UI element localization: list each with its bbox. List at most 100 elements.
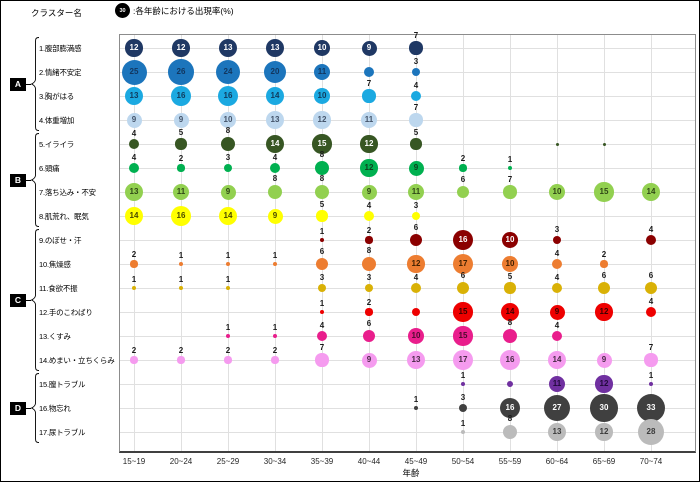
bubble-with-value: 16 [453, 230, 473, 250]
bubble-value-label: 6 [648, 271, 654, 281]
bubble [412, 308, 420, 316]
bubble [130, 260, 138, 268]
grid-line-horizontal [120, 216, 695, 217]
bubble-value-label: 1 [460, 371, 466, 381]
bubble-with-value: 17 [452, 349, 474, 371]
bubble [267, 184, 283, 200]
row-label: 9.のぼせ・汗 [39, 236, 82, 245]
bubble-with-value: 17 [452, 253, 474, 275]
group-connector [26, 180, 31, 181]
row-label: 10.焦燥感 [39, 260, 71, 269]
bubble-with-value: 20 [263, 60, 287, 84]
bubble-value-label: 1 [413, 395, 419, 405]
bubble-value-label: 6 [601, 271, 607, 281]
bubble-with-value: 14 [500, 302, 520, 322]
legend-bubble-icon: 30 [115, 3, 130, 18]
grid-line-horizontal [120, 168, 695, 169]
bubble [552, 235, 562, 245]
x-axis-tick-label: 70~74 [639, 457, 663, 466]
bubble-with-value: 11 [313, 63, 331, 81]
bubble [364, 67, 374, 77]
bubble [270, 163, 280, 173]
group-badge-C: C [10, 293, 26, 307]
grid-line-horizontal [120, 96, 695, 97]
bubble-value-label: 4 [413, 80, 419, 90]
row-label: 17.尿トラブル [39, 428, 86, 437]
group-badge-B: B [10, 173, 26, 187]
bubble-with-value: 15 [312, 134, 332, 154]
bubble [502, 328, 518, 344]
x-axis-tick-label: 40~44 [357, 457, 381, 466]
bubble [271, 356, 279, 364]
bubble-with-value: 16 [500, 350, 520, 370]
bubble [411, 91, 421, 101]
row-label: 11.食欲不振 [39, 284, 78, 293]
bubble [456, 281, 470, 295]
bubble-value-label: 1 [131, 275, 137, 285]
bubble-with-value: 13 [265, 38, 284, 57]
bubble [597, 281, 611, 295]
bubble-with-value: 12 [407, 255, 425, 273]
x-axis-tick-label: 35~39 [310, 457, 334, 466]
x-axis-tick-label: 50~54 [451, 457, 475, 466]
bubble-with-value: 12 [360, 135, 378, 153]
bubble-with-value: 12 [595, 375, 613, 393]
group-brace [30, 37, 40, 131]
bubble-value-label: 3 [319, 273, 325, 283]
grid-line-vertical [604, 35, 605, 451]
grid-line-horizontal [120, 336, 695, 337]
bubble-value-label: 1 [225, 275, 231, 285]
grid-line-horizontal [120, 288, 695, 289]
bubble-value-label: 1 [272, 251, 278, 261]
legend-bubble-value: 30 [119, 7, 126, 14]
bubble [409, 233, 423, 247]
bubble-with-value: 16 [171, 206, 191, 226]
bubble-with-value: 26 [168, 59, 194, 85]
bubble-with-value: 9 [361, 184, 377, 200]
bubble-with-value: 15 [453, 302, 473, 322]
bubble-value-label: 8 [366, 246, 372, 256]
row-label: 1.腹部膨満感 [39, 44, 82, 53]
bubble-with-value: 24 [215, 59, 241, 85]
bubble-with-value: 10 [220, 112, 236, 128]
bubble-value-label: 7 [648, 342, 654, 352]
bubble-value-label: 2 [601, 249, 607, 259]
bubble-value-label: 4 [648, 296, 654, 306]
bubble-with-value: 13 [406, 350, 425, 369]
bubble-with-value: 14 [218, 206, 238, 226]
bubble-value-label: 4 [554, 272, 560, 282]
bubble-with-value: 15 [594, 182, 614, 202]
bubble-with-value: 15 [453, 326, 473, 346]
bubble-with-value: 9 [361, 40, 377, 56]
group-brace [30, 229, 40, 371]
bubble-with-value: 13 [124, 182, 143, 201]
bubble-with-value: 9 [361, 352, 377, 368]
bubble-with-value: 9 [126, 112, 142, 128]
bubble [225, 333, 231, 339]
bubble [365, 236, 373, 244]
x-axis-tick-label: 65~69 [592, 457, 616, 466]
grid-line-horizontal [120, 408, 695, 409]
bubble [316, 210, 328, 222]
bubble-value-label: 1 [319, 227, 325, 237]
bubble-value-label: 4 [366, 200, 372, 210]
bubble-value-label: 2 [272, 345, 278, 355]
bubble [364, 283, 374, 293]
group-connector [26, 408, 31, 409]
bubble [225, 285, 231, 291]
bubble-with-value: 14 [124, 206, 144, 226]
bubble-with-value: 13 [547, 422, 566, 441]
bubble-value-label: 8 [272, 174, 278, 184]
bubble-value-label: 1 [178, 275, 184, 285]
bubble-value-label: 2 [178, 153, 184, 163]
bubble-with-value: 13 [218, 38, 237, 57]
bubble [315, 257, 329, 271]
bubble [552, 259, 562, 269]
bubble-with-value: 9 [173, 112, 189, 128]
bubble [648, 381, 654, 387]
bubble-value-label: 3 [554, 225, 560, 235]
bubble [220, 136, 236, 152]
grid-line-vertical [275, 35, 276, 451]
bubble-with-value: 11 [407, 183, 425, 201]
bubble [410, 138, 422, 150]
